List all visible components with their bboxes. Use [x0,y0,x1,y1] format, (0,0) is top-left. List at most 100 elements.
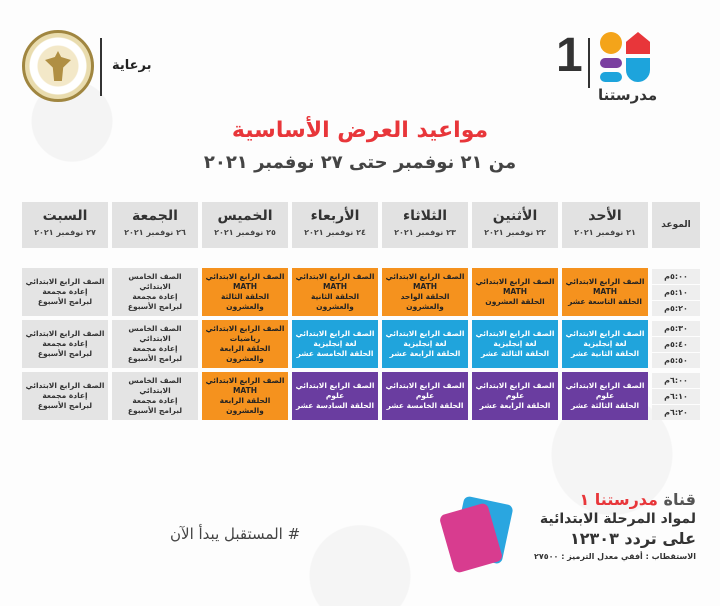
program-line: لغة إنجليزية [313,339,357,348]
program-line: إعادة مجمعة [132,396,178,405]
channel-frequency: على تردد ١٢٣٠٣ [570,529,696,548]
program-line: لبرامج الأسبوع [127,406,183,415]
program-line: الحلقة الرابعة عشر [479,401,551,410]
program-line: إعادة مجمعة [42,339,88,348]
program-line: الحلقة السادسة عشر [295,401,375,410]
program-slot: الصف الرابع الابتدائي لغة إنجليزية الحلقة … [562,320,648,368]
program-line: MATH [592,287,618,296]
program-slot: الصف الرابع الابتدائي علوم الحلقة الخامسة … [382,372,468,420]
program-line: الحلقة الثانية والعشرون [310,292,360,311]
day-date: ٢٦ نوفمبر ٢٠٢١ [124,228,186,237]
program-line: الصف الرابع الابتدائي [475,329,555,338]
program-line: الحلقة التاسعة عشر [568,297,642,306]
program-line: MATH [322,282,348,291]
program-line: علوم [595,391,615,400]
program-line: لغة إنجليزية [493,339,537,348]
program-slot: الصف الخامس الابتدائي إعادة مجمعة لبرامج ا… [112,320,198,368]
program-line: لغة إنجليزية [403,339,447,348]
program-line: رياضيات [229,334,261,343]
sponsor-label: برعاية [112,58,152,73]
day-date: ٢١ نوفمبر ٢٠٢١ [574,228,636,237]
program-slot: الصف الرابع الابتدائي لغة إنجليزية الحلقة … [382,320,468,368]
program-line: الصف الرابع الابتدائي [565,277,645,286]
day-date: ٢٢ نوفمبر ٢٠٢١ [484,228,546,237]
day-date: ٢٣ نوفمبر ٢٠٢١ [394,228,456,237]
program-line: الصف الخامس الابتدائي [128,376,182,395]
day-header: الخميس ٢٥ نوفمبر ٢٠٢١ [202,202,288,248]
day-name: الخميس [217,208,273,224]
time-slot: ٥:١٠م [652,285,700,300]
day-header: الجمعة ٢٦ نوفمبر ٢٠٢١ [112,202,198,248]
program-slot: الصف الرابع الابتدائي إعادة مجمعة لبرامج ا… [22,320,108,368]
day-date: ٢٧ نوفمبر ٢٠٢١ [34,228,96,237]
program-line: MATH [502,287,528,296]
program-line: الحلقة الرابعة والعشرون [219,344,271,363]
program-line: الصف الخامس الابتدائي [128,324,182,343]
program-slot: الصف الرابع الابتدائي MATH الحلقة الثانية … [292,268,378,316]
logo-divider [588,38,590,88]
program-slot: الصف الرابع الابتدائي لغة إنجليزية الحلقة … [472,320,558,368]
program-line: الصف الرابع الابتدائي [475,381,555,390]
program-line: الصف الرابع الابتدائي [295,329,375,338]
day-name: الأثنين [492,208,538,224]
program-line: الحلقة الخامسة عشر [296,349,374,358]
program-line: الصف الرابع الابتدائي [25,381,105,390]
program-line: علوم [415,391,435,400]
program-line: لبرامج الأسبوع [127,302,183,311]
day-name: الأربعاء [310,208,360,224]
program-line: الحلقة الثالثة عشر [570,401,640,410]
ministry-seal-icon [22,30,94,102]
program-line: إعادة مجمعة [132,292,178,301]
time-slot: ٥:٣٠م [652,321,700,336]
program-slot: الصف الرابع الابتدائي لغة إنجليزية الحلقة … [292,320,378,368]
eagle-icon [45,51,71,81]
time-slot: ٦:١٠م [652,389,700,404]
program-slot: الصف الرابع الابتدائي إعادة مجمعة لبرامج ا… [22,372,108,420]
program-line: الصف الرابع الابتدائي [25,329,105,338]
time-header: الموعد [652,202,700,248]
day-name: الجمعة [132,208,178,224]
program-slot: الصف الرابع الابتدائي علوم الحلقة الرابعة … [472,372,558,420]
madrasetna-logo: 1 مدرستنا [556,28,696,108]
program-slot: الصف الخامس الابتدائي إعادة مجمعة لبرامج ا… [112,372,198,420]
program-line: لبرامج الأسبوع [37,349,93,358]
program-line: MATH [232,386,258,395]
time-slot: ٥:٠٠م [652,269,700,284]
time-slot: ٦:٠٠م [652,373,700,388]
program-line: الحلقة الواحد والعشرون [400,292,450,311]
day-name: الثلاثاء [402,208,448,224]
program-line: الحلقة الثالثة عشر [480,349,550,358]
program-slot: الصف الرابع الابتدائي رياضيات الحلقة الراب… [202,320,288,368]
page-subtitle: من ٢١ نوفمبر حتى ٢٧ نوفمبر ٢٠٢١ [203,152,517,173]
program-slot: الصف الرابع الابتدائي إعادة مجمعة لبرامج ا… [22,268,108,316]
time-slot: ٦:٢٠م [652,405,700,420]
program-line: الحلقة الثانية عشر [570,349,640,358]
program-slot: الصف الرابع الابتدائي MATH الحلقة الواحد و… [382,268,468,316]
program-line: الصف الرابع الابتدائي [205,272,285,281]
program-line: الصف الرابع الابتدائي [295,272,375,281]
program-line: الحلقة الخامسة عشر [386,401,464,410]
program-line: الصف الرابع الابتدائي [385,272,465,281]
program-line: الحلقة الثالثة والعشرون [220,292,270,311]
program-line: الصف الخامس الابتدائي [128,272,182,291]
day-name: الأحد [588,208,622,224]
slogan: # المستقبل يبدأ الآن [170,525,301,543]
program-line: إعادة مجمعة [42,287,88,296]
channel-extra: الاستقطاب : أفقي معدل الترميز : ٢٧٥٠٠ [533,552,696,561]
header: برعاية 1 مدرستنا [0,18,720,108]
program-line: الصف الرابع الابتدائي [565,329,645,338]
day-header: الأحد ٢١ نوفمبر ٢٠٢١ [562,202,648,248]
program-line: الحلقة الرابعة والعشرون [219,396,271,415]
program-line: لغة إنجليزية [583,339,627,348]
program-line: الصف الرابع الابتدائي [205,324,285,333]
tablet-illustration-icon [438,495,520,578]
program-line: MATH [232,282,258,291]
program-line: علوم [325,391,345,400]
day-header: الأثنين ٢٢ نوفمبر ٢٠٢١ [472,202,558,248]
logo-name: مدرستنا [598,86,658,104]
program-line: الصف الرابع الابتدائي [295,381,375,390]
program-line: الصف الرابع الابتدائي [385,381,465,390]
program-line: الصف الرابع الابتدائي [385,329,465,338]
program-line: الحلقة الرابعة عشر [389,349,461,358]
page-title: مواعيد العرض الأساسية [231,118,489,143]
